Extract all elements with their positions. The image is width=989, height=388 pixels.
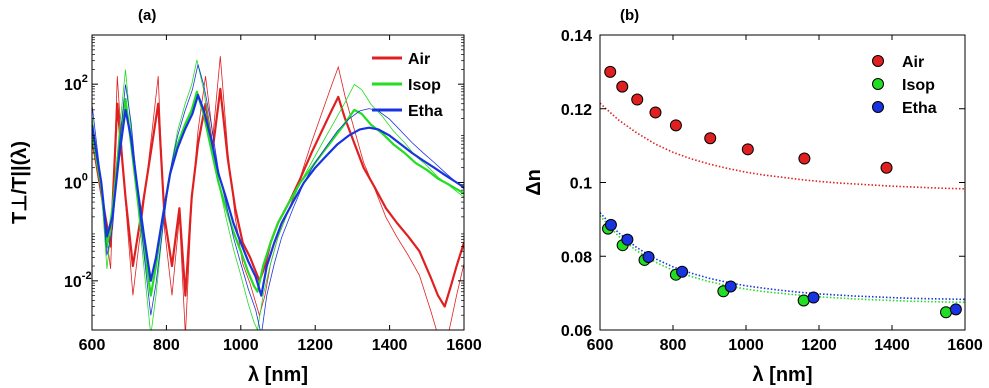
panel-b-x-axis-label: λ [nm]	[753, 364, 813, 386]
legend-marker-etha	[872, 101, 884, 113]
x-tick-label: 1200	[801, 337, 837, 354]
point-air	[604, 65, 617, 78]
y-tick-label: 0.12	[561, 102, 592, 119]
panel-b-chart: (b) 600 800 1000 1200 1400 1600 0.06 0.08 0.1 0.1…	[523, 7, 983, 386]
x-tick-label: 1000	[728, 337, 764, 354]
point-etha	[676, 265, 689, 278]
point-air	[649, 106, 662, 119]
series-isop-line	[92, 90, 464, 297]
panel-b-fit-curves	[600, 102, 965, 304]
panel-a-label: (a)	[138, 7, 156, 24]
point-air	[798, 152, 811, 165]
x-tick-label: 600	[587, 337, 614, 354]
x-tick-label: 800	[153, 337, 180, 354]
x-tick-label: 1600	[947, 337, 983, 354]
legend-label-air: Air	[408, 51, 430, 68]
point-air	[631, 93, 644, 106]
series-etha-line	[92, 94, 464, 297]
y-tick-label: 0.14	[561, 28, 592, 45]
x-tick-label: 600	[79, 337, 106, 354]
panel-a-y-axis-label: T⊥/T||(λ)	[9, 141, 31, 224]
y-tick-label: 102	[64, 73, 88, 94]
y-tick-label: 0.1	[570, 176, 592, 193]
y-tick-label: 10-2	[64, 270, 92, 291]
panel-a-ticks: 600 800 1000 1200 1400 1600 10-2 100 102	[64, 35, 482, 354]
panel-b-label: (b)	[620, 7, 639, 24]
y-tick-label: 100	[64, 172, 88, 193]
panel-b-legend: Air Isop Etha	[872, 54, 937, 117]
x-tick-label: 1200	[297, 337, 333, 354]
legend-label-air: Air	[902, 54, 924, 71]
point-etha	[807, 291, 820, 304]
panel-b-points	[602, 65, 962, 319]
legend-label-etha: Etha	[408, 103, 443, 120]
x-tick-label: 1600	[446, 337, 482, 354]
x-tick-label: 1400	[372, 337, 408, 354]
point-air	[669, 119, 682, 132]
point-air	[704, 132, 717, 145]
panel-a-legend: Air Isop Etha	[372, 51, 443, 120]
x-tick-label: 1400	[874, 337, 910, 354]
y-tick-label: 0.08	[561, 249, 592, 266]
legend-label-isop: Isop	[902, 77, 935, 94]
legend-label-isop: Isop	[408, 77, 441, 94]
panel-b-ticks: 600 800 1000 1200 1400 1600 0.06 0.08 0.1 0.12 0.1…	[561, 28, 983, 354]
point-air	[741, 143, 754, 156]
point-etha	[949, 303, 962, 316]
panel-a-series-group	[92, 56, 464, 330]
fit-curve-etha	[600, 212, 965, 301]
point-etha	[621, 233, 634, 246]
panel-a-chart: (a) 600 800 1000 1200 1400 1600 10-2 100 102 λ […	[9, 7, 482, 386]
point-air	[616, 80, 629, 93]
point-etha	[642, 250, 655, 263]
fit-curve-isop	[600, 215, 965, 304]
x-tick-label: 1000	[223, 337, 259, 354]
panel-b-y-axis-label: Δn	[523, 169, 545, 196]
series-isop-thin-line	[92, 59, 464, 330]
series-air-thin-line	[92, 56, 464, 330]
legend-marker-isop	[872, 78, 884, 90]
panel-a-x-axis-label: λ [nm]	[248, 364, 308, 386]
point-air	[880, 161, 893, 174]
point-isop	[797, 294, 810, 307]
fit-curve-air	[600, 102, 965, 190]
x-tick-label: 800	[660, 337, 687, 354]
y-tick-label: 0.06	[561, 323, 592, 340]
point-etha	[724, 280, 737, 293]
legend-marker-air	[872, 55, 884, 67]
point-etha	[604, 218, 617, 231]
legend-label-etha: Etha	[902, 100, 937, 117]
point-isop	[940, 306, 953, 319]
